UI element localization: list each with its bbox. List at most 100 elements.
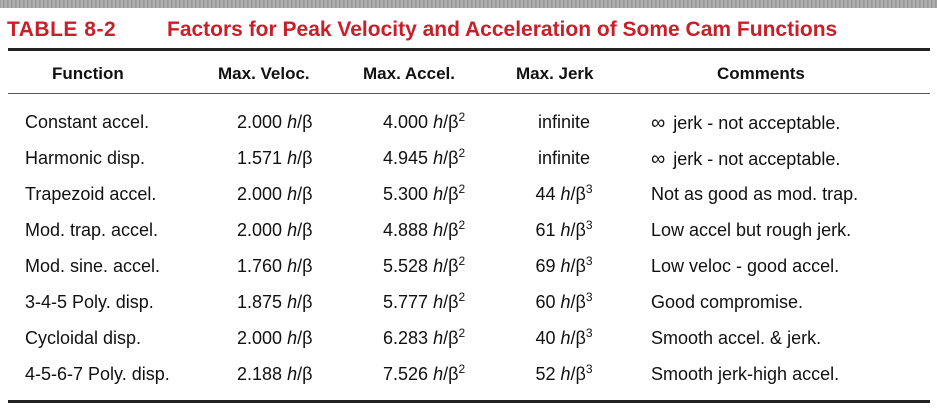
unit-exponent: 2 <box>458 254 466 268</box>
value-number: 69 <box>535 256 556 276</box>
cell-max-veloc: 2.000 h/β <box>237 328 312 349</box>
cell-max-accel: 4.945 h/β2 <box>383 146 466 169</box>
cell-max-veloc: 1.571 h/β <box>237 148 312 169</box>
unit-beta: β <box>448 364 459 384</box>
top-decorative-band <box>0 0 937 8</box>
unit-h: h <box>560 256 571 276</box>
unit-slash: / <box>297 328 303 348</box>
unit-beta: β <box>448 220 459 240</box>
unit-exponent: 3 <box>585 182 593 196</box>
cell-function: Mod. trap. accel. <box>25 220 159 240</box>
table-row: 3-4-5 Poly. disp. 1.875 h/β 5.777 h/β2 60 h… <box>0 284 937 320</box>
value-number: 40 <box>535 328 556 348</box>
infinity-icon: ∞ <box>651 148 666 170</box>
jerk-value: infinite <box>537 112 591 132</box>
unit-beta: β <box>302 328 313 348</box>
unit-exponent: 3 <box>585 290 593 304</box>
unit-h: h <box>560 184 571 204</box>
unit-exponent: 3 <box>585 254 593 268</box>
unit-beta: β <box>448 256 459 276</box>
unit-slash: / <box>570 292 576 312</box>
value-number: 6.283 <box>383 328 429 348</box>
unit-h: h <box>287 256 298 276</box>
unit-slash: / <box>443 184 449 204</box>
value-number: 44 <box>535 184 556 204</box>
cell-max-jerk: 69 h/β3 <box>512 254 616 277</box>
cell-max-accel: 6.283 h/β2 <box>383 326 466 349</box>
unit-slash: / <box>297 364 303 384</box>
value-number: 61 <box>535 220 556 240</box>
unit-beta: β <box>448 148 459 168</box>
unit-slash: / <box>443 148 449 168</box>
unit-slash: / <box>570 184 576 204</box>
unit-beta: β <box>302 148 313 168</box>
unit-slash: / <box>570 364 576 384</box>
cell-comments: Low veloc - good accel. <box>651 256 839 277</box>
unit-h: h <box>560 364 571 384</box>
unit-slash: / <box>297 220 303 240</box>
unit-slash: / <box>297 112 303 132</box>
unit-exponent: 3 <box>585 362 593 376</box>
value-number: 4.000 <box>383 112 429 132</box>
comment-text: Low veloc - good accel. <box>651 256 840 276</box>
unit-h: h <box>287 364 298 384</box>
value-number: 2.000 <box>237 184 283 204</box>
cell-function: Harmonic disp. <box>25 148 146 168</box>
comment-text: Smooth jerk-high accel. <box>651 364 840 384</box>
cell-max-veloc: 2.000 h/β <box>237 220 312 241</box>
unit-h: h <box>433 148 444 168</box>
value-number: 4.888 <box>383 220 429 240</box>
unit-slash: / <box>443 328 449 348</box>
unit-slash: / <box>570 328 576 348</box>
cell-max-veloc: 1.760 h/β <box>237 256 312 277</box>
header-comments: Comments <box>717 64 805 83</box>
cell-max-jerk: 44 h/β3 <box>512 182 616 205</box>
value-number: 1.571 <box>237 148 283 168</box>
table-row: Mod. trap. accel. 2.000 h/β 4.888 h/β2 61 h… <box>0 212 937 248</box>
cell-max-jerk: 61 h/β3 <box>512 219 616 241</box>
unit-h: h <box>287 184 298 204</box>
unit-slash: / <box>443 292 449 312</box>
cell-max-veloc: 2.000 h/β <box>237 184 312 205</box>
unit-beta: β <box>302 256 313 276</box>
comment-text: jerk - not acceptable. <box>673 149 841 169</box>
value-number: 2.000 <box>237 112 283 132</box>
value-number: 5.528 <box>383 256 429 276</box>
unit-h: h <box>433 364 444 384</box>
table-row: Trapezoid accel. 2.000 h/β 5.300 h/β2 44 h/… <box>0 176 937 212</box>
unit-slash: / <box>297 256 303 276</box>
unit-exponent: 2 <box>458 326 466 340</box>
cell-function: Constant accel. <box>25 112 150 132</box>
cell-max-accel: 7.526 h/β2 <box>383 363 465 385</box>
cell-function: Mod. sine. accel. <box>25 256 161 276</box>
unit-slash: / <box>570 256 576 276</box>
cell-max-accel: 5.777 h/β2 <box>383 291 465 313</box>
cell-comments: Low accel but rough jerk. <box>651 220 851 241</box>
cell-function: 3-4-5 Poly. disp. <box>25 292 154 312</box>
unit-slash: / <box>297 148 303 168</box>
unit-h: h <box>287 112 298 132</box>
unit-exponent: 2 <box>458 218 466 232</box>
unit-beta: β <box>575 364 586 384</box>
table-row: Harmonic disp. 1.571 h/β 4.945 h/β2 infinit… <box>0 140 937 176</box>
cell-comments: Smooth jerk-high accel. <box>651 364 839 385</box>
infinity-icon: ∞ <box>651 112 666 134</box>
value-number: 7.526 <box>383 364 429 384</box>
unit-slash: / <box>570 220 576 240</box>
value-number: 60 <box>535 292 556 312</box>
comment-text: jerk - not acceptable. <box>673 113 841 133</box>
unit-exponent: 2 <box>458 146 466 160</box>
cell-max-accel: 4.888 h/β2 <box>383 218 466 241</box>
unit-slash: / <box>297 184 303 204</box>
value-number: 2.188 <box>237 364 283 384</box>
unit-beta: β <box>448 112 459 132</box>
cell-max-jerk: 52 h/β3 <box>512 362 616 385</box>
unit-h: h <box>287 148 298 168</box>
table-bottom-rule <box>8 400 930 403</box>
unit-slash: / <box>443 112 449 132</box>
cell-max-veloc: 2.000 h/β <box>237 112 312 133</box>
table-row: Cycloidal disp. 2.000 h/β 6.283 h/β2 40 h/β… <box>0 320 937 356</box>
unit-h: h <box>560 292 571 312</box>
unit-beta: β <box>575 292 586 312</box>
cell-max-accel: 5.300 h/β2 <box>383 183 465 205</box>
